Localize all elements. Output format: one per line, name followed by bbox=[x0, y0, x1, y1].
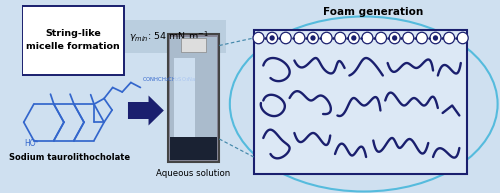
Circle shape bbox=[253, 32, 264, 44]
Circle shape bbox=[334, 32, 345, 44]
Circle shape bbox=[266, 32, 278, 44]
Circle shape bbox=[392, 35, 398, 41]
Circle shape bbox=[416, 32, 428, 44]
Text: HO: HO bbox=[24, 139, 36, 147]
Circle shape bbox=[308, 32, 318, 44]
Text: Sodium taurolithocholate: Sodium taurolithocholate bbox=[9, 152, 130, 162]
FancyBboxPatch shape bbox=[254, 30, 466, 174]
Circle shape bbox=[348, 32, 360, 44]
FancyBboxPatch shape bbox=[22, 6, 124, 75]
FancyBboxPatch shape bbox=[170, 37, 217, 159]
FancyBboxPatch shape bbox=[180, 38, 206, 52]
Circle shape bbox=[321, 32, 332, 44]
FancyBboxPatch shape bbox=[22, 0, 500, 193]
FancyBboxPatch shape bbox=[170, 137, 217, 159]
Circle shape bbox=[362, 32, 373, 44]
FancyBboxPatch shape bbox=[168, 35, 220, 162]
Circle shape bbox=[351, 35, 356, 41]
Circle shape bbox=[270, 35, 275, 41]
Circle shape bbox=[433, 35, 438, 41]
Circle shape bbox=[444, 32, 454, 44]
Circle shape bbox=[294, 32, 305, 44]
Circle shape bbox=[310, 35, 316, 41]
Circle shape bbox=[403, 32, 414, 44]
Text: Foam generation: Foam generation bbox=[323, 7, 424, 17]
Circle shape bbox=[389, 32, 400, 44]
Circle shape bbox=[457, 32, 468, 44]
Text: String-like
micelle formation: String-like micelle formation bbox=[26, 29, 120, 51]
Ellipse shape bbox=[230, 16, 497, 191]
Polygon shape bbox=[128, 96, 164, 125]
Text: Aqueous solution: Aqueous solution bbox=[156, 169, 230, 179]
Circle shape bbox=[376, 32, 386, 44]
Circle shape bbox=[280, 32, 291, 44]
Text: $\gamma_{min}$: 54 mN m$^{-1}$: $\gamma_{min}$: 54 mN m$^{-1}$ bbox=[129, 29, 208, 44]
Circle shape bbox=[430, 32, 441, 44]
FancyBboxPatch shape bbox=[111, 19, 226, 53]
Text: CONHCH$_2$CH$_2$SO$_3$Na: CONHCH$_2$CH$_2$SO$_3$Na bbox=[142, 76, 197, 85]
FancyBboxPatch shape bbox=[174, 58, 196, 151]
